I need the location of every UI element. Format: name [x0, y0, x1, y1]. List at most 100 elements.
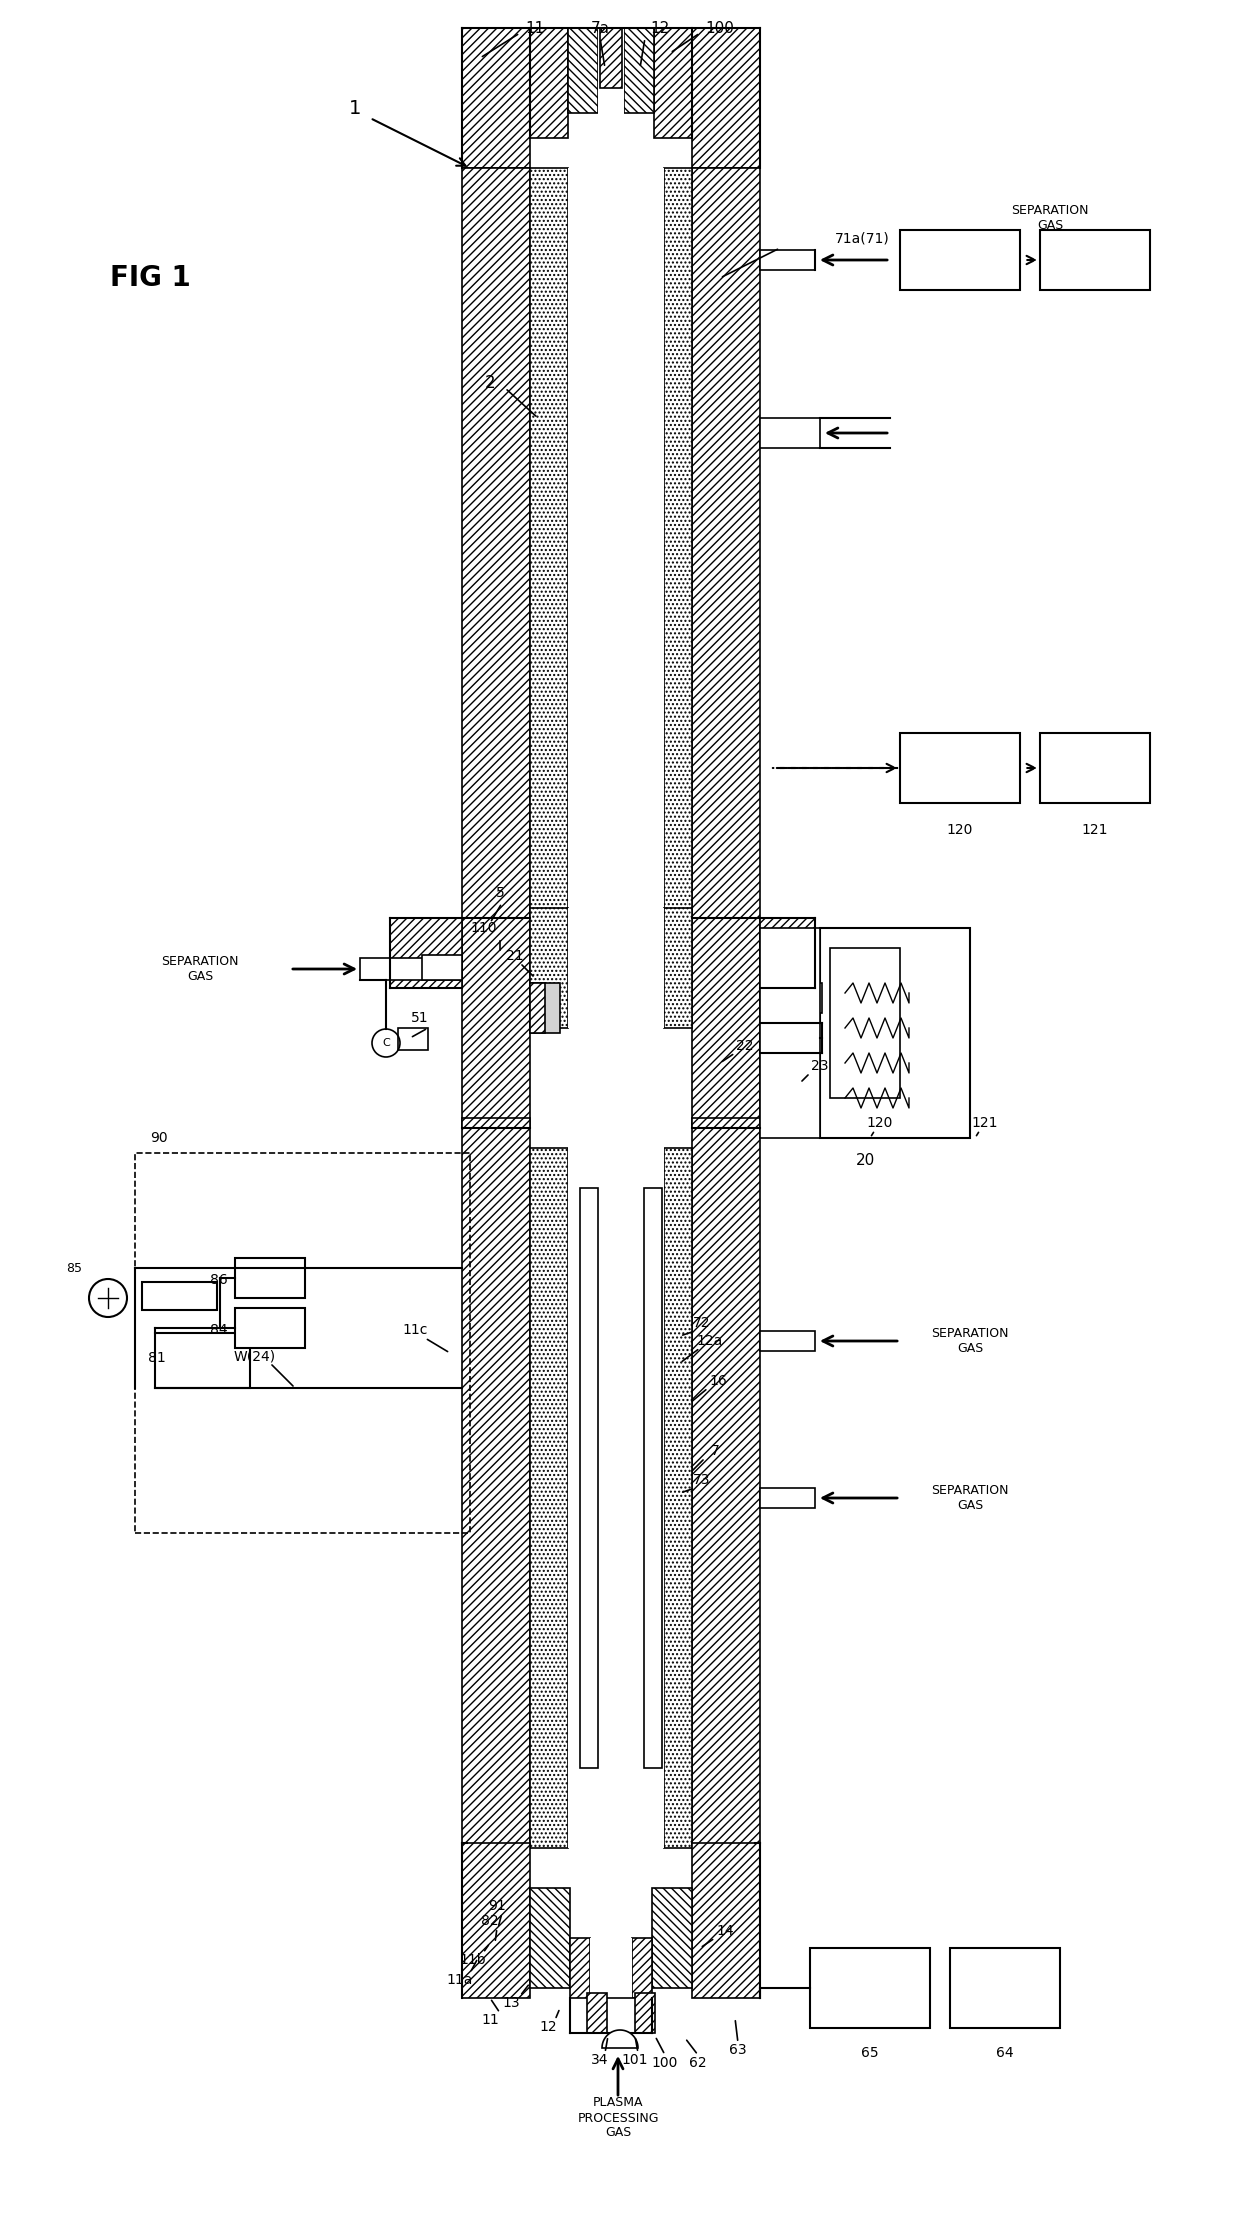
Text: 34: 34	[591, 2052, 609, 2068]
Bar	[155, 1332, 250, 1388]
Text: 23: 23	[811, 1058, 828, 1074]
Bar	[568, 909, 663, 1027]
Bar	[236, 1308, 305, 1348]
Bar	[692, 1118, 760, 1847]
Bar	[529, 983, 560, 1034]
Text: 14: 14	[717, 1925, 734, 1938]
Bar	[692, 1843, 760, 1999]
Bar	[760, 1330, 815, 1350]
Bar	[529, 167, 568, 918]
Bar	[600, 29, 622, 87]
Text: 11a: 11a	[446, 1974, 474, 1987]
Bar	[529, 1147, 568, 1847]
Bar	[692, 29, 760, 167]
Bar	[760, 929, 820, 1139]
Bar	[570, 1938, 590, 1999]
Text: 120: 120	[867, 1116, 893, 1130]
Bar	[635, 1994, 655, 2032]
Text: 11c: 11c	[402, 1323, 428, 1337]
Bar	[760, 1488, 815, 1508]
Text: 110: 110	[470, 920, 497, 936]
Bar	[1040, 733, 1149, 802]
Polygon shape	[601, 2030, 639, 2048]
Bar	[598, 29, 624, 138]
Text: 73: 73	[693, 1473, 711, 1486]
Text: 81: 81	[148, 1350, 166, 1366]
Bar	[950, 1947, 1060, 2027]
Bar	[422, 956, 463, 980]
Text: 1: 1	[348, 98, 361, 118]
Text: 100: 100	[652, 2056, 678, 2070]
Bar	[644, 1188, 662, 1769]
Bar	[900, 733, 1021, 802]
Text: 51: 51	[412, 1012, 429, 1025]
Bar	[820, 929, 970, 1139]
Text: 72: 72	[693, 1317, 711, 1330]
Text: 121: 121	[1081, 822, 1109, 838]
Text: 2: 2	[485, 374, 495, 392]
Bar	[587, 1994, 608, 2032]
Text: 13: 13	[502, 1996, 520, 2010]
Bar	[568, 1047, 663, 1147]
Text: 12a: 12a	[697, 1335, 723, 1348]
Bar	[463, 1843, 529, 1999]
Text: 86: 86	[211, 1272, 228, 1288]
Bar	[398, 1027, 428, 1049]
Bar	[463, 918, 529, 1127]
Bar	[663, 1147, 692, 1847]
Bar	[568, 167, 663, 918]
Text: 100: 100	[706, 20, 734, 36]
Bar	[391, 918, 463, 987]
Bar	[360, 958, 463, 980]
Bar	[529, 1887, 570, 1987]
Text: 21: 21	[506, 949, 523, 962]
Bar	[830, 947, 900, 1098]
Bar	[580, 1188, 598, 1769]
Text: 62: 62	[689, 2056, 707, 2070]
Text: W(24): W(24)	[234, 1348, 277, 1364]
Bar	[760, 419, 820, 448]
Text: 65: 65	[862, 2045, 879, 2061]
Text: 16: 16	[709, 1375, 727, 1388]
Text: FIG 1: FIG 1	[110, 263, 191, 292]
Text: C: C	[382, 1038, 389, 1047]
Bar	[135, 1154, 470, 1533]
Text: SEPARATION
GAS: SEPARATION GAS	[931, 1328, 1009, 1355]
Bar	[760, 250, 815, 270]
Text: 84: 84	[211, 1323, 228, 1337]
Text: 71a(71): 71a(71)	[835, 232, 890, 245]
Text: 85: 85	[66, 1261, 82, 1274]
Bar	[463, 1118, 529, 1847]
Text: 22: 22	[737, 1038, 754, 1054]
Text: 7a: 7a	[590, 20, 610, 36]
Text: 11b: 11b	[460, 1954, 486, 1967]
Bar	[568, 1147, 663, 1847]
Bar	[529, 909, 568, 1027]
Bar	[663, 909, 692, 1027]
Text: 20: 20	[856, 1152, 874, 1167]
Text: 101: 101	[621, 2052, 649, 2068]
Bar	[624, 29, 653, 114]
Text: 82: 82	[481, 1914, 498, 1927]
Bar	[529, 983, 546, 1034]
Bar	[590, 1999, 652, 2032]
Text: 90: 90	[150, 1132, 167, 1145]
Text: SEPARATION
GAS: SEPARATION GAS	[1012, 205, 1089, 232]
Bar	[568, 29, 598, 114]
Bar	[692, 167, 760, 918]
Text: 120: 120	[947, 822, 973, 838]
Text: 7: 7	[711, 1444, 719, 1457]
Bar	[1040, 229, 1149, 290]
Bar	[760, 1023, 822, 1054]
Text: 64: 64	[996, 2045, 1014, 2061]
Bar	[653, 29, 692, 138]
Bar	[760, 918, 815, 987]
Bar	[760, 983, 822, 1014]
Bar	[529, 29, 568, 138]
Bar	[463, 29, 529, 167]
Text: 11: 11	[526, 20, 544, 36]
Text: 12: 12	[650, 20, 670, 36]
Bar	[663, 167, 692, 918]
Text: SEPARATION
GAS: SEPARATION GAS	[161, 956, 239, 983]
Bar	[143, 1281, 217, 1310]
